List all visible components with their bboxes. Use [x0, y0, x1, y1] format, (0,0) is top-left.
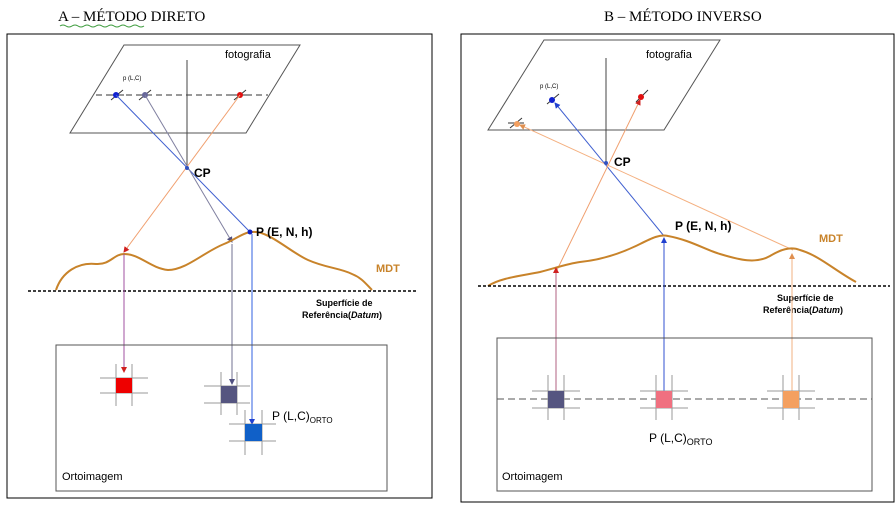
photo-pixel-orange-b — [508, 117, 524, 129]
ortho-pixel-pink-b — [640, 375, 688, 420]
panel-direct-method: A – MÉTODO DIRETO fotografia p (L,C) — [6, 8, 433, 499]
pixel-label-b: p (L,C) — [540, 84, 558, 90]
panel-inverse-method: B – MÉTODO INVERSO fotografia p (L,C) CP… — [460, 8, 895, 503]
panel-a-frame — [6, 33, 433, 499]
panel-b-frame — [460, 33, 895, 503]
perspective-center — [185, 166, 189, 170]
ray-red-b — [555, 99, 641, 273]
ortho-image-label-b: Ortoimagem — [502, 471, 563, 483]
datum-label-b-line2: Referência(Datum) — [763, 305, 843, 315]
photograph-plane-b — [487, 39, 721, 131]
ortho-image-frame — [55, 344, 388, 492]
terrain-surface-mdt — [55, 230, 373, 291]
ray-red — [123, 94, 241, 253]
spellcheck-underline — [59, 24, 145, 28]
cp-label: CP — [194, 166, 211, 180]
ray-blue-b — [554, 102, 665, 237]
panel-a-title: A – MÉTODO DIRETO — [58, 8, 206, 25]
ortho-pixel-blue — [229, 410, 276, 455]
pixel-label: p (L,C) — [123, 76, 141, 82]
photograph-label: fotografia — [225, 49, 272, 61]
ortho-pixel-red — [100, 364, 148, 406]
ray-blue — [115, 94, 251, 233]
ortho-image-frame-b — [496, 337, 873, 492]
ortho-image-label: Ortoimagem — [62, 471, 123, 483]
datum-label-b-line1: Superfície de — [777, 293, 834, 303]
panel-b-title: B – MÉTODO INVERSO — [604, 8, 762, 25]
photograph-label-b: fotografia — [646, 49, 693, 61]
photograph-plane — [69, 44, 301, 134]
ortho-pixel-gray-b — [532, 375, 580, 420]
mdt-label: MDT — [376, 263, 400, 275]
datum-label-line2: Referência(Datum) — [302, 310, 382, 320]
ground-point-label-b: P (E, N, h) — [675, 219, 731, 233]
photo-pixel-blue-b — [546, 93, 560, 105]
ortho-pixel-gray — [204, 372, 250, 415]
terrain-surface-mdt-b — [487, 234, 857, 287]
datum-label-line1: Superfície de — [316, 298, 373, 308]
ortho-pixel-orange-b — [767, 375, 815, 420]
ortho-point-label: P (L,C)ORTO — [272, 409, 333, 425]
cp-label-b: CP — [614, 155, 631, 169]
ground-point — [247, 229, 253, 235]
ortho-point-label-b: P (L,C)ORTO — [649, 431, 712, 447]
ground-point-label: P (E, N, h) — [256, 225, 312, 239]
mdt-label-b: MDT — [819, 233, 843, 245]
ray-orange-b — [519, 124, 794, 251]
perspective-center-b — [604, 161, 608, 165]
